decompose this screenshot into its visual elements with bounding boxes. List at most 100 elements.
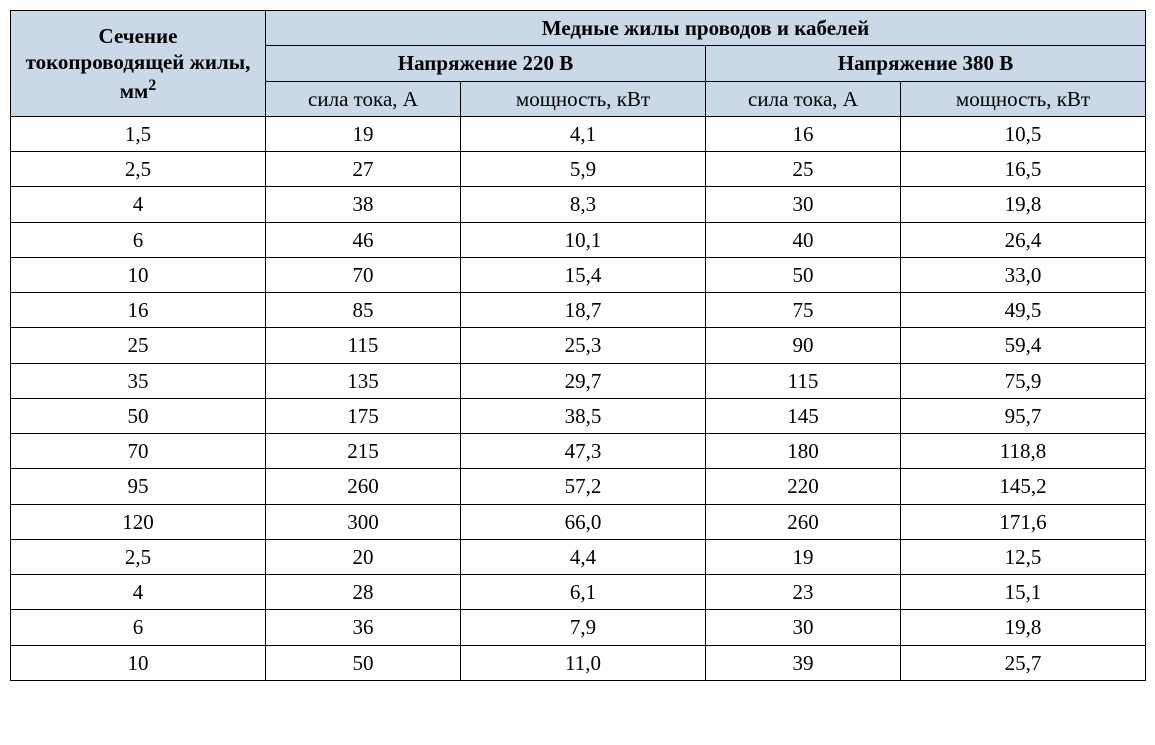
cell-current-380: 19 [706, 539, 901, 574]
cell-cross-section: 25 [11, 328, 266, 363]
table-row: 107015,45033,0 [11, 257, 1146, 292]
cell-power-220: 29,7 [461, 363, 706, 398]
cell-power-380: 10,5 [901, 116, 1146, 151]
header-voltage-220: Напряжение 220 В [266, 46, 706, 81]
cell-power-380: 59,4 [901, 328, 1146, 363]
cell-current-380: 40 [706, 222, 901, 257]
cell-power-380: 25,7 [901, 645, 1146, 680]
cell-cross-section: 10 [11, 645, 266, 680]
header-power-220: мощность, кВт [461, 81, 706, 116]
cell-power-380: 95,7 [901, 398, 1146, 433]
cell-power-380: 26,4 [901, 222, 1146, 257]
cell-current-380: 180 [706, 434, 901, 469]
cell-power-220: 57,2 [461, 469, 706, 504]
table-body: 1,5194,11610,52,5275,92516,54388,33019,8… [11, 116, 1146, 680]
table-row: 5017538,514595,7 [11, 398, 1146, 433]
cell-cross-section: 35 [11, 363, 266, 398]
cell-cross-section: 70 [11, 434, 266, 469]
cell-power-220: 5,9 [461, 152, 706, 187]
cell-power-380: 15,1 [901, 575, 1146, 610]
cell-current-380: 23 [706, 575, 901, 610]
cell-current-220: 260 [266, 469, 461, 504]
cell-current-220: 27 [266, 152, 461, 187]
cell-power-380: 16,5 [901, 152, 1146, 187]
cell-current-220: 85 [266, 293, 461, 328]
cell-current-380: 16 [706, 116, 901, 151]
cell-power-220: 10,1 [461, 222, 706, 257]
cell-power-380: 19,8 [901, 610, 1146, 645]
cell-current-220: 215 [266, 434, 461, 469]
cell-power-380: 19,8 [901, 187, 1146, 222]
cell-power-380: 12,5 [901, 539, 1146, 574]
cell-current-220: 38 [266, 187, 461, 222]
cell-power-380: 75,9 [901, 363, 1146, 398]
header-cross-section-text: Сечение токопроводящей жилы, мм [26, 24, 251, 103]
cell-power-220: 7,9 [461, 610, 706, 645]
table-row: 64610,14026,4 [11, 222, 1146, 257]
cell-power-220: 47,3 [461, 434, 706, 469]
table-row: 2,5275,92516,5 [11, 152, 1146, 187]
table-row: 2,5204,41912,5 [11, 539, 1146, 574]
cell-cross-section: 95 [11, 469, 266, 504]
table-row: 1,5194,11610,5 [11, 116, 1146, 151]
cell-current-380: 220 [706, 469, 901, 504]
cell-current-220: 115 [266, 328, 461, 363]
cell-current-220: 70 [266, 257, 461, 292]
cell-cross-section: 1,5 [11, 116, 266, 151]
cell-current-380: 115 [706, 363, 901, 398]
table-row: 105011,03925,7 [11, 645, 1146, 680]
cell-current-220: 50 [266, 645, 461, 680]
table-row: 12030066,0260171,6 [11, 504, 1146, 539]
table-row: 4388,33019,8 [11, 187, 1146, 222]
table-header: Сечение токопроводящей жилы, мм2 Медные … [11, 11, 1146, 117]
cell-current-380: 50 [706, 257, 901, 292]
cell-current-380: 39 [706, 645, 901, 680]
cell-current-380: 75 [706, 293, 901, 328]
cell-power-220: 6,1 [461, 575, 706, 610]
cell-current-220: 300 [266, 504, 461, 539]
cell-current-220: 46 [266, 222, 461, 257]
cell-current-220: 28 [266, 575, 461, 610]
table-row: 4286,12315,1 [11, 575, 1146, 610]
cell-power-380: 49,5 [901, 293, 1146, 328]
cable-spec-table: Сечение токопроводящей жилы, мм2 Медные … [10, 10, 1146, 681]
cell-power-380: 145,2 [901, 469, 1146, 504]
header-main-group: Медные жилы проводов и кабелей [266, 11, 1146, 46]
cell-power-380: 33,0 [901, 257, 1146, 292]
header-current-380: сила тока, А [706, 81, 901, 116]
table-row: 7021547,3180118,8 [11, 434, 1146, 469]
table-row: 168518,77549,5 [11, 293, 1146, 328]
table-row: 9526057,2220145,2 [11, 469, 1146, 504]
cell-power-220: 38,5 [461, 398, 706, 433]
cell-current-380: 30 [706, 187, 901, 222]
cell-current-220: 135 [266, 363, 461, 398]
cell-current-380: 260 [706, 504, 901, 539]
cell-cross-section: 4 [11, 187, 266, 222]
cell-power-380: 118,8 [901, 434, 1146, 469]
table-row: 6367,93019,8 [11, 610, 1146, 645]
cell-current-220: 175 [266, 398, 461, 433]
cell-cross-section: 6 [11, 222, 266, 257]
table-row: 3513529,711575,9 [11, 363, 1146, 398]
header-voltage-380: Напряжение 380 В [706, 46, 1146, 81]
cell-cross-section: 16 [11, 293, 266, 328]
cell-power-220: 11,0 [461, 645, 706, 680]
header-power-380: мощность, кВт [901, 81, 1146, 116]
cell-cross-section: 50 [11, 398, 266, 433]
cell-cross-section: 4 [11, 575, 266, 610]
header-cross-section-sup: 2 [148, 77, 156, 94]
cell-cross-section: 2,5 [11, 539, 266, 574]
cell-current-220: 20 [266, 539, 461, 574]
cell-current-380: 145 [706, 398, 901, 433]
cell-current-220: 36 [266, 610, 461, 645]
cell-cross-section: 120 [11, 504, 266, 539]
cell-cross-section: 10 [11, 257, 266, 292]
cell-cross-section: 2,5 [11, 152, 266, 187]
header-cross-section: Сечение токопроводящей жилы, мм2 [11, 11, 266, 117]
cell-power-220: 4,4 [461, 539, 706, 574]
cell-current-380: 25 [706, 152, 901, 187]
table-row: 2511525,39059,4 [11, 328, 1146, 363]
cell-cross-section: 6 [11, 610, 266, 645]
cell-power-220: 8,3 [461, 187, 706, 222]
cell-power-220: 15,4 [461, 257, 706, 292]
